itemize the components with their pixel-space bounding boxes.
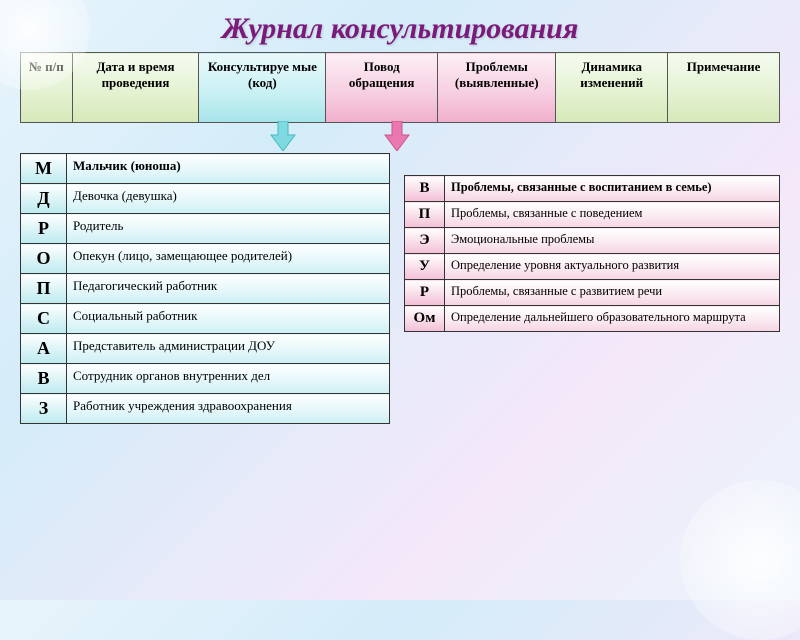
legend-description: Девочка (девушка) [67, 184, 390, 214]
legend-code: С [21, 304, 67, 334]
table-row: ВПроблемы, связанные с воспитанием в сем… [405, 176, 780, 202]
legend-code: У [405, 254, 445, 280]
legend-description: Определение дальнейшего образовательного… [445, 306, 780, 332]
legend-description: Проблемы, связанные с поведением [445, 202, 780, 228]
table-row: ДДевочка (девушка) [21, 184, 390, 214]
column-header: Динамика изменений [556, 53, 668, 123]
table-row: РПроблемы, связанные с развитием речи [405, 280, 780, 306]
legend-code: П [405, 202, 445, 228]
page-title: Журнал консультирования [0, 0, 800, 52]
arrow-down-icon [382, 121, 412, 151]
legend-code: Р [21, 214, 67, 244]
legend-code: В [21, 364, 67, 394]
legend-code: Ом [405, 306, 445, 332]
legend-code: З [21, 394, 67, 424]
column-header: Повод обращения [326, 53, 438, 123]
legend-code: М [21, 154, 67, 184]
legend-code: В [405, 176, 445, 202]
legend-code: А [21, 334, 67, 364]
legend-description: Проблемы, связанные с развитием речи [445, 280, 780, 306]
column-header: Проблемы (выявленные) [438, 53, 556, 123]
table-row: ОмОпределение дальнейшего образовательно… [405, 306, 780, 332]
table-row: РРодитель [21, 214, 390, 244]
table-row: ССоциальный работник [21, 304, 390, 334]
table-row: ММальчик (юноша) [21, 154, 390, 184]
table-row: ЗРаботник учреждения здравоохранения [21, 394, 390, 424]
legend-codes-people: ММальчик (юноша)ДДевочка (девушка)РРодит… [20, 153, 390, 424]
column-header: Дата и время проведения [72, 53, 199, 123]
legend-description: Проблемы, связанные с воспитанием в семь… [445, 176, 780, 202]
table-row: АПредставитель администрации ДОУ [21, 334, 390, 364]
arrow-container [20, 123, 780, 151]
legend-description: Сотрудник органов внутренних дел [67, 364, 390, 394]
legend-description: Эмоциональные проблемы [445, 228, 780, 254]
legend-code: П [21, 274, 67, 304]
table-row: ППедагогический работник [21, 274, 390, 304]
main-header-table: № п/пДата и время проведенияКонсультируе… [20, 52, 780, 123]
legend-description: Мальчик (юноша) [67, 154, 390, 184]
legend-code: Р [405, 280, 445, 306]
table-row: ВСотрудник органов внутренних дел [21, 364, 390, 394]
column-header: Примечание [668, 53, 780, 123]
legend-codes-problems: ВПроблемы, связанные с воспитанием в сем… [404, 175, 780, 332]
column-header: Консультируе мые (код) [199, 53, 326, 123]
legend-code: О [21, 244, 67, 274]
legend-description: Опекун (лицо, замещающее родителей) [67, 244, 390, 274]
legend-code: Э [405, 228, 445, 254]
legend-code: Д [21, 184, 67, 214]
table-row: УОпределение уровня актуального развития [405, 254, 780, 280]
arrow-down-icon [268, 121, 298, 151]
legend-description: Определение уровня актуального развития [445, 254, 780, 280]
legend-description: Педагогический работник [67, 274, 390, 304]
table-row: ППроблемы, связанные с поведением [405, 202, 780, 228]
legend-description: Работник учреждения здравоохранения [67, 394, 390, 424]
table-row: ЭЭмоциональные проблемы [405, 228, 780, 254]
legend-description: Родитель [67, 214, 390, 244]
legend-description: Представитель администрации ДОУ [67, 334, 390, 364]
legend-description: Социальный работник [67, 304, 390, 334]
table-row: ООпекун (лицо, замещающее родителей) [21, 244, 390, 274]
